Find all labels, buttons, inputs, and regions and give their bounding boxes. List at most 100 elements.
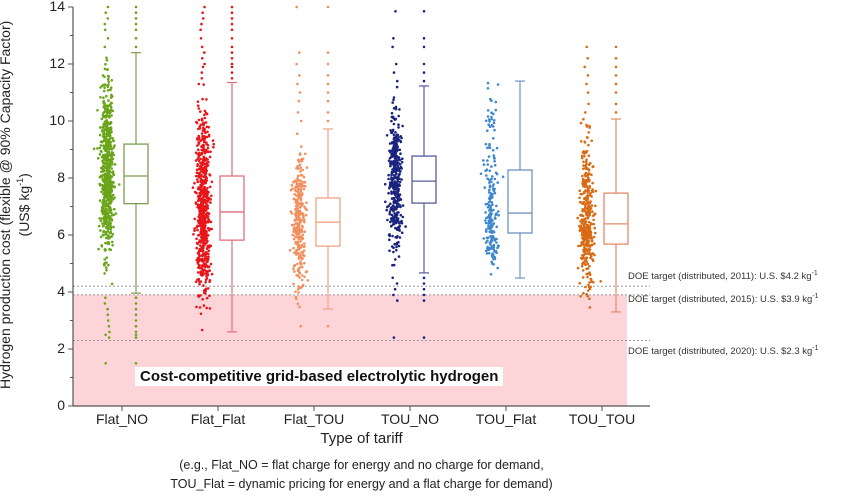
scatter-point [111,163,114,166]
scatter-point [207,257,210,261]
scatter-point [492,121,496,125]
scatter-point [203,226,207,229]
scatter-point [397,156,401,159]
scatter-point [106,150,109,153]
scatter-point [106,169,110,172]
scatter-point [401,124,404,128]
doe-target-exponent: -1 [811,270,818,277]
scatter-point [100,117,104,121]
scatter-point [584,259,587,263]
scatter-point [492,119,496,122]
scatter-point [294,240,298,244]
scatter-point [297,99,301,103]
scatter-point [393,192,397,196]
scatter-point [399,170,402,173]
scatter-point [196,180,200,184]
scatter-point [294,218,297,221]
scatter-point [106,196,110,200]
scatter-point [106,112,109,115]
scatter-point [204,216,207,220]
scatter-point [206,164,210,167]
outlier-point [134,302,138,305]
scatter-point [392,136,396,139]
scatter-point [112,146,115,149]
scatter-point [580,154,584,158]
series-Flat_TOU [288,5,341,328]
scatter-point [583,262,586,265]
scatter-point [298,209,302,213]
scatter-point [391,129,395,133]
scatter-point [298,222,301,225]
scatter-point [201,192,205,195]
scatter-point [488,178,491,182]
scatter-point [484,221,488,225]
scatter-point [107,75,110,79]
scatter-point [197,118,201,122]
outlier-point [422,293,426,297]
scatter-point [204,131,207,135]
scatter-point [303,230,307,233]
scatter-point [201,119,204,122]
scatter-point [493,128,496,132]
scatter-point [579,140,583,143]
scatter-point [303,254,306,257]
scatter-point [593,242,596,245]
scatter-point [107,178,111,181]
scatter-point [490,99,493,102]
y-tick-label: 12 [49,55,65,71]
scatter-point [105,236,108,240]
scatter-point [587,220,591,224]
scatter-point [590,254,593,258]
scatter-point [395,282,399,285]
scatter-point [489,226,493,230]
scatter-point [200,168,204,172]
scatter-point [299,246,303,249]
scatter-point [106,37,110,40]
scatter-point [581,276,585,279]
scatter-point [392,133,396,136]
outlier-point [230,65,234,69]
outlier-point [230,62,234,66]
scatter-point [391,204,395,208]
scatter-point [397,226,401,230]
scatter-point [400,178,403,181]
scatter-point [105,155,109,159]
scatter-point [584,174,587,177]
scatter-point [208,279,212,282]
scatter-point [589,222,593,225]
scatter-point [113,185,116,188]
scatter-point [199,28,202,32]
scatter-point [292,234,295,237]
scatter-point [486,81,490,85]
scatter-point [591,252,594,255]
scatter-point [586,173,590,177]
scatter-point [390,213,394,217]
scatter-point [579,226,582,229]
scatter-point [483,186,487,189]
scatter-point [109,86,113,89]
outlier-point [230,71,234,74]
scatter-point [495,146,499,150]
scatter-point [588,227,591,230]
scatter-point [199,258,202,262]
scatter-point [487,251,491,255]
scatter-point [297,225,301,229]
scatter-point [204,262,207,266]
scatter-point [576,216,579,220]
scatter-point [195,137,199,141]
scatter-point [205,230,208,233]
scatter-point [393,161,397,165]
outlier-point [326,5,330,9]
scatter-point [195,168,199,172]
scatter-point [205,199,209,203]
scatter-point [485,228,488,231]
scatter-point [485,252,489,255]
scatter-point [102,165,106,169]
scatter-point [581,209,584,213]
scatter-point [494,171,498,175]
scatter-point [104,213,108,216]
outlier-point [134,11,138,14]
scatter-point [393,215,397,219]
scatter-point [107,192,111,195]
scatter-point [203,62,206,66]
